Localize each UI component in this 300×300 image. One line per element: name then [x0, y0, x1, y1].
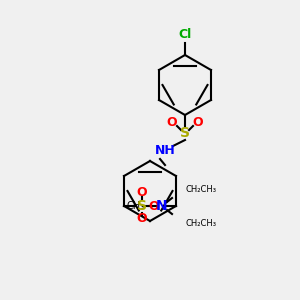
- Text: O: O: [137, 212, 147, 226]
- Text: O: O: [193, 116, 203, 130]
- Text: Cl: Cl: [178, 28, 192, 41]
- Text: NH: NH: [154, 145, 176, 158]
- Text: CH₂CH₃: CH₂CH₃: [185, 184, 216, 194]
- Text: S: S: [180, 126, 190, 140]
- Text: S: S: [137, 199, 147, 213]
- Text: CH₃: CH₃: [127, 201, 145, 211]
- Text: O: O: [149, 200, 159, 212]
- Text: CH₂CH₃: CH₂CH₃: [185, 218, 216, 227]
- Text: O: O: [137, 187, 147, 200]
- Text: O: O: [167, 116, 177, 130]
- Text: N: N: [156, 199, 168, 213]
